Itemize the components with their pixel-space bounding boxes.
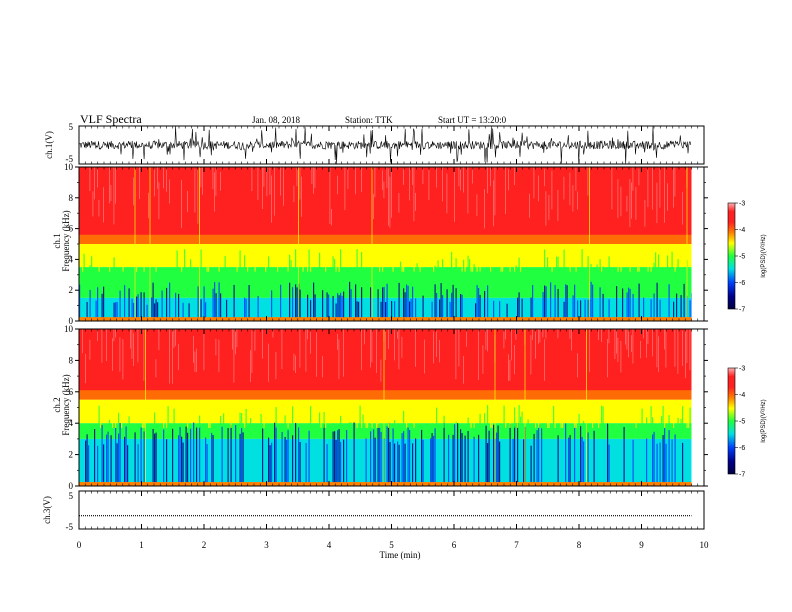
ch1-spectrogram-yellow-band xyxy=(79,244,692,268)
ch2-colorbar-tick--3: -3 xyxy=(739,366,745,373)
ch2-colorbar-tick--7: -7 xyxy=(739,472,745,479)
ch3-ytick-top: 5 xyxy=(69,491,74,501)
date-label: Jan. 08, 2018 xyxy=(252,115,300,125)
ch2-colorbar-label: log(PSD)(V²/Hz) xyxy=(761,399,767,442)
ch1-ytick-bottom: -5 xyxy=(66,154,74,164)
ch1-spec-ytick-8: 8 xyxy=(69,193,74,203)
ch2-spec-ytick-2: 2 xyxy=(69,450,74,460)
ch2-spectrogram-cyan-band xyxy=(79,438,692,486)
ch2-spec-ytick-10: 10 xyxy=(64,324,74,334)
time-tick-4: 4 xyxy=(327,540,332,550)
time-tick-10: 10 xyxy=(700,540,710,550)
ch2-spec-ylabel-1: ch.2 xyxy=(52,397,62,412)
ch2-colorbar-tick--4: -4 xyxy=(739,392,745,399)
time-tick-3: 3 xyxy=(264,540,269,550)
ch1-colorbar-tick--7: -7 xyxy=(739,307,745,314)
header: VLF Spectra Jan. 08, 2018 Station: TTK S… xyxy=(80,112,507,126)
ch1-colorbar-tick--4: -4 xyxy=(739,227,745,234)
figure-title: VLF Spectra xyxy=(80,112,142,126)
ch2-spectrogram-orange-band xyxy=(79,390,692,400)
ch3-ytick-bottom: -5 xyxy=(66,522,74,532)
ch1-colorbar-tick--5: -5 xyxy=(739,254,745,261)
ch1-spec-ytick-0: 0 xyxy=(69,316,74,326)
ch1-spec-ylabel-2: Frequency (kHz) xyxy=(61,210,71,271)
ch2-spectrogram-panel: 0 2 4 6 8 10 ch.2 Frequency (kHz) -3 -4 -5 -6 -7 l… xyxy=(52,324,767,491)
ch1-waveform-ylabel: ch.1(V) xyxy=(44,131,54,159)
ch2-spec-ytick-6: 6 xyxy=(69,387,74,397)
time-axis: 0 1 2 3 4 5 6 7 8 9 10 xyxy=(77,126,709,550)
ch2-colorbar xyxy=(727,367,736,475)
time-tick-9: 9 xyxy=(639,540,644,550)
station-label: Station: TTK xyxy=(345,115,393,125)
ch2-spec-ytick-4: 4 xyxy=(69,418,74,428)
time-tick-8: 8 xyxy=(577,540,582,550)
ch1-spec-ytick-4: 4 xyxy=(69,254,74,264)
time-tick-5: 5 xyxy=(389,540,394,550)
ch2-spectrogram-yellow-band xyxy=(79,399,692,424)
ch2-spec-ylabel-2: Frequency (kHz) xyxy=(61,374,71,435)
time-tick-7: 7 xyxy=(514,540,519,550)
ch1-waveform-trace xyxy=(78,126,692,164)
time-tick-2: 2 xyxy=(202,540,207,550)
ch1-colorbar-label: log(PSD)(V²/Hz) xyxy=(761,234,767,277)
ch2-spectrogram-green-band xyxy=(79,423,692,439)
ch3-waveform-panel: 5 -5 ch.3(V) xyxy=(42,490,705,532)
ch2-colorbar-tick--6: -6 xyxy=(739,445,745,452)
time-tick-1: 1 xyxy=(139,540,144,550)
ch1-colorbar xyxy=(727,202,736,310)
ch2-spec-ytick-0: 0 xyxy=(69,481,74,491)
ch1-spec-ytick-10: 10 xyxy=(64,162,74,172)
ch3-waveform-ylabel: ch.3(V) xyxy=(42,496,52,524)
ch2-colorbar-tick--5: -5 xyxy=(739,419,745,426)
start-ut-label: Start UT = 13:20:0 xyxy=(438,115,507,125)
ch1-spectrogram-panel: 0 2 4 6 8 10 ch.1 Frequency (kHz) -3 -4 -5 -6 -7 l… xyxy=(52,162,767,326)
time-tick-6: 6 xyxy=(452,540,457,550)
ch1-spec-ytick-2: 2 xyxy=(69,285,74,295)
ch1-spec-ytick-6: 6 xyxy=(69,224,74,234)
ch3-waveform-frame xyxy=(78,490,705,530)
ch1-waveform-panel: 5 -5 ch.1(V) xyxy=(44,122,705,165)
time-tick-0: 0 xyxy=(77,540,82,550)
ch1-ytick-top: 5 xyxy=(69,122,74,132)
time-axis-label: Time (min) xyxy=(380,550,421,560)
ch1-spectrogram-orange-band xyxy=(79,234,692,244)
ch1-colorbar-tick--6: -6 xyxy=(739,280,745,287)
ch1-spec-ylabel-1: ch.1 xyxy=(52,233,62,248)
ch1-spectrogram-red-band xyxy=(79,167,692,244)
ch2-spec-ytick-8: 8 xyxy=(69,355,74,365)
ch1-colorbar-tick--3: -3 xyxy=(739,201,745,208)
